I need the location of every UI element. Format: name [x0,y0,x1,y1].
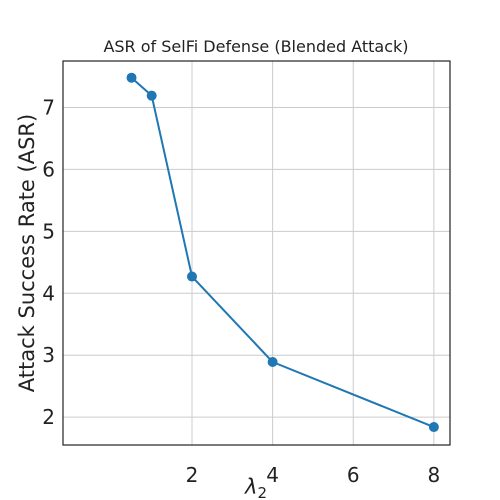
data-point [267,357,278,368]
series-line [130,76,435,429]
y-axis-label: Attack Success Rate (ASR) [15,114,39,392]
x-tick-label: 4 [266,463,279,487]
grid [63,61,450,445]
data-point [428,422,439,433]
x-axis-label-main: λ [244,475,257,499]
x-axis-label-subscript: 2 [257,484,267,500]
chart-title: ASR of SelFi Defense (Blended Attack) [103,37,408,56]
y-tick-label: 6 [42,157,55,181]
data-point [187,271,197,282]
y-tick-label: 2 [42,405,55,429]
series-layer [126,72,439,433]
x-tick-label: 2 [186,463,199,487]
data-point [146,90,157,101]
y-tick-label: 7 [42,95,55,119]
tick-labels: 2 4 6 8 2 3 4 5 6 7 [42,95,440,487]
y-tick-label: 5 [42,219,55,243]
x-axis-label: λ2 [244,475,267,500]
data-point [126,72,137,83]
y-tick-label: 3 [42,343,55,367]
x-tick-label: 8 [428,463,441,487]
plot-frame [62,60,451,446]
y-tick-label: 4 [42,281,55,305]
x-tick-label: 6 [347,463,360,487]
